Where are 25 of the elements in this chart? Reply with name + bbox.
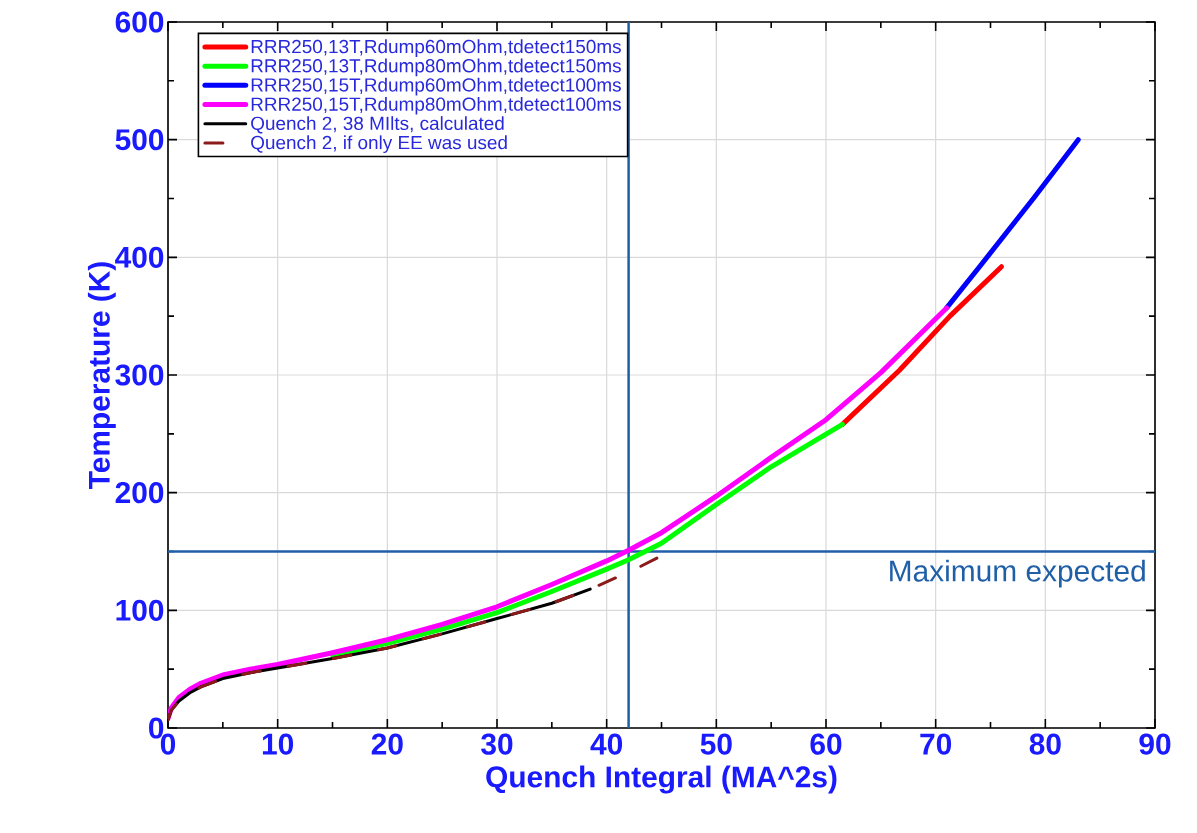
- legend-label: Quench 2, 38 MIlts, calculated: [251, 116, 504, 134]
- legend-label: RRR250,13T,Rdump60mOhm,tdetect150ms: [251, 39, 621, 58]
- y-axis-title: Temperature (K): [87, 262, 116, 489]
- x-tick-label: 70: [920, 733, 952, 755]
- y-tick-label: 500: [115, 129, 164, 151]
- ref-line-label: Maximum expected: [890, 559, 1145, 588]
- legend-label: RRR250,15T,Rdump60mOhm,tdetect100ms: [251, 77, 621, 96]
- y-tick-label: 400: [115, 246, 164, 268]
- x-tick-label: 10: [262, 733, 294, 755]
- x-tick-label: 50: [700, 733, 732, 755]
- x-tick-label: 80: [1029, 733, 1061, 755]
- x-tick-label: 90: [1139, 733, 1171, 755]
- x-tick-label: 60: [810, 733, 842, 755]
- line-series: [168, 555, 660, 722]
- legend-label: RRR250,13T,Rdump80mOhm,tdetect150ms: [251, 58, 621, 77]
- x-tick-label: 30: [481, 733, 513, 755]
- legend-label: RRR250,15T,Rdump80mOhm,tdetect100ms: [251, 96, 621, 115]
- y-tick-label: 600: [115, 11, 164, 33]
- y-tick-label: 100: [116, 599, 164, 621]
- y-tick-label: 200: [115, 482, 164, 504]
- y-tick-label: 300: [115, 364, 164, 386]
- x-tick-label: 40: [590, 733, 623, 755]
- legend-label: Quench 2, if only EE was used: [251, 135, 507, 153]
- x-tick-label: 20: [371, 733, 403, 755]
- x-axis-title: Quench Integral (MA^2s): [486, 765, 837, 794]
